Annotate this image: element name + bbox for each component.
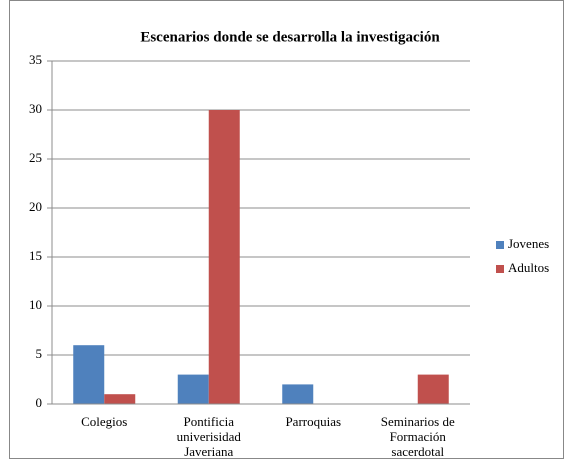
x-tick-label: Pontificia univerisidad Javeriana [176,414,241,459]
x-tick-label: Parroquias [285,414,342,429]
legend-swatch [496,241,504,249]
legend-swatch [496,265,504,273]
y-tick-label: 25 [29,150,42,165]
y-tick-label: 30 [29,101,42,116]
bar [417,374,449,404]
chart-title: Escenarios donde se desarrolla la invest… [140,29,440,45]
y-tick-label: 0 [36,395,43,410]
y-tick-label: 35 [29,52,42,67]
x-tick-label: Seminarios de Formación sacerdotal [380,414,455,459]
x-tick-label: Colegios [81,414,128,429]
y-tick-label: 15 [29,248,42,263]
y-tick-label: 20 [29,199,42,214]
bar [208,110,240,404]
legend-label: Jovenes [508,236,549,251]
bar [282,384,314,404]
bar [104,394,136,404]
bar [73,345,105,404]
y-tick-label: 5 [36,346,43,361]
legend-label: Adultos [508,260,549,275]
bar [177,374,209,404]
y-tick-label: 10 [29,297,42,312]
